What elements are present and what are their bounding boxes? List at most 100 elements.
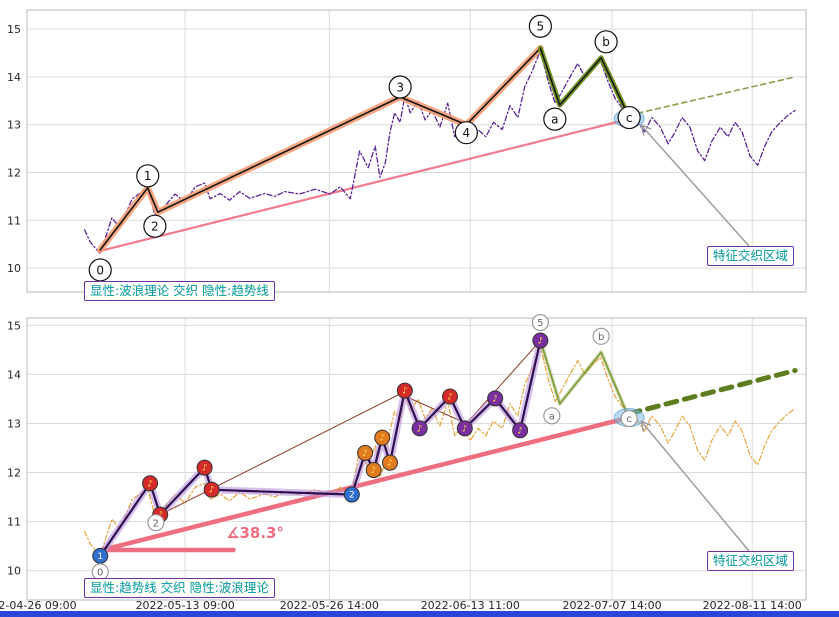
- projection-line: [628, 76, 796, 116]
- wave-label-circle: [147, 514, 165, 532]
- pivot-marker-glyph: 2: [349, 491, 355, 501]
- wave-label-circle: [388, 75, 412, 99]
- trend-line: [99, 415, 632, 553]
- x-tick-label: 2022-08-11 14:00: [703, 599, 802, 612]
- wave-label-circle: [88, 258, 112, 282]
- wave-label: 2: [153, 518, 159, 529]
- pivot-marker-glyph: ♪: [537, 337, 543, 347]
- wave-label: b: [602, 35, 610, 49]
- annotation-arrow: [640, 124, 750, 247]
- pivot-marker: [411, 420, 428, 437]
- wave-skeleton-line: [99, 340, 541, 557]
- corrective-wave: [539, 339, 630, 420]
- wave-label-circle: [543, 107, 567, 131]
- y-tick-label: 12: [7, 466, 21, 479]
- pivot-marker-glyph: ♪: [417, 424, 423, 434]
- wave-label-circle: [136, 164, 160, 188]
- wave-label-circle: [454, 121, 478, 145]
- y-tick-label: 10: [7, 262, 21, 275]
- y-tick-label: 14: [7, 71, 21, 84]
- y-tick-label: 13: [7, 417, 21, 430]
- x-tick-label: 2022-07-07 14:00: [562, 599, 661, 612]
- wave-label-circle: [143, 214, 167, 238]
- wave-label-circle: [528, 14, 552, 38]
- wave-label: 5: [537, 20, 545, 34]
- x-tick-label: 2022-05-26 14:00: [280, 599, 379, 612]
- pivot-marker-glyph: ♪: [462, 424, 468, 434]
- annotation-arrowhead: [640, 420, 652, 427]
- pivot-marker: [196, 459, 213, 476]
- pivot-marker: [441, 388, 458, 405]
- wave-label: c: [626, 111, 633, 125]
- y-tick-label: 11: [7, 516, 21, 529]
- pivot-marker-glyph: ♪: [362, 449, 368, 459]
- wave-label: 2: [151, 219, 159, 233]
- pivot-marker: [456, 420, 473, 437]
- wave-label: c: [626, 414, 632, 425]
- y-tick-label: 11: [7, 214, 21, 227]
- pivot-marker-glyph: ♪: [371, 466, 377, 476]
- pivot-marker: [396, 382, 413, 399]
- y-tick-label: 12: [7, 167, 21, 180]
- y-tick-label: 13: [7, 119, 21, 132]
- y-tick-label: 10: [7, 565, 21, 578]
- caption-top-panel: 显性:波浪理论 交织 隐性:趋势线: [84, 281, 275, 301]
- feature-zone-label-top: 特征交织区域: [707, 246, 795, 266]
- pivot-marker-glyph: ♪: [492, 394, 498, 404]
- wave-label: b: [598, 332, 604, 343]
- pivot-marker-glyph: ♪: [447, 392, 453, 402]
- trend-line: [99, 117, 631, 252]
- pivot-marker: [142, 475, 159, 492]
- impulse-wave: [99, 47, 542, 251]
- annotation-arrow: [640, 420, 750, 552]
- y-tick-label: 14: [7, 368, 21, 381]
- wave-label-circle: [594, 30, 618, 54]
- price-line: [84, 346, 796, 557]
- wave-label: a: [551, 112, 558, 126]
- annotation-arrowhead: [640, 124, 652, 130]
- projection-line: [626, 368, 798, 417]
- pivot-marker-glyph: ♪: [202, 464, 208, 474]
- wave-label: 1: [144, 169, 152, 183]
- pivot-marker-glyph: ♪: [209, 486, 215, 496]
- pivot-marker-glyph: ♪: [379, 434, 385, 444]
- axis-border: [26, 317, 807, 601]
- pivot-marker: [374, 429, 391, 446]
- impulse-wave-glow: [96, 44, 544, 254]
- pivot-marker: [365, 462, 382, 479]
- axis-border: [26, 9, 807, 293]
- wave-label: a: [549, 411, 555, 422]
- pivot-marker: [487, 390, 504, 407]
- annotation-arrowhead: [640, 124, 645, 136]
- pivot-marker-glyph: ♪: [147, 479, 153, 489]
- wave-label: 4: [463, 126, 471, 140]
- x-tick-label: 2022-05-13 09:00: [136, 599, 235, 612]
- x-tick-label: 2022-06-13 11:00: [421, 599, 520, 612]
- price-line: [83, 49, 796, 255]
- y-tick-label: 15: [7, 319, 21, 332]
- pivot-marker-glyph: 1: [97, 552, 103, 562]
- pivot-marker: [382, 454, 399, 471]
- caption-bottom-panel: 显性:趋势线 交织 隐性:波浪理论: [84, 578, 275, 598]
- pivot-marker: [532, 332, 549, 349]
- y-tick-label: 15: [7, 23, 21, 36]
- pivot-marker-glyph: ♪: [402, 387, 408, 397]
- wave-label-circle: [592, 327, 610, 345]
- feature-zone-label-bottom: 特征交织区域: [707, 551, 795, 571]
- wave-label: 0: [96, 263, 104, 277]
- pivot-marker: [357, 444, 374, 461]
- wave-label-circle: [617, 105, 641, 130]
- pivot-marker: [343, 486, 360, 503]
- corrective-wave-glow: [538, 338, 632, 421]
- angle-annotation: ∡38.3°: [226, 524, 284, 542]
- pivot-marker-glyph: ♪: [517, 426, 523, 436]
- corrective-wave: [539, 47, 630, 119]
- pivot-marker: [512, 422, 529, 439]
- wave-label: 5: [537, 318, 543, 329]
- pivot-marker-glyph: ♪: [387, 459, 393, 469]
- wave-label-circle: [531, 313, 549, 332]
- impulse-wave: [99, 339, 542, 557]
- x-tick-label: 2022-04-26 09:00: [0, 599, 77, 612]
